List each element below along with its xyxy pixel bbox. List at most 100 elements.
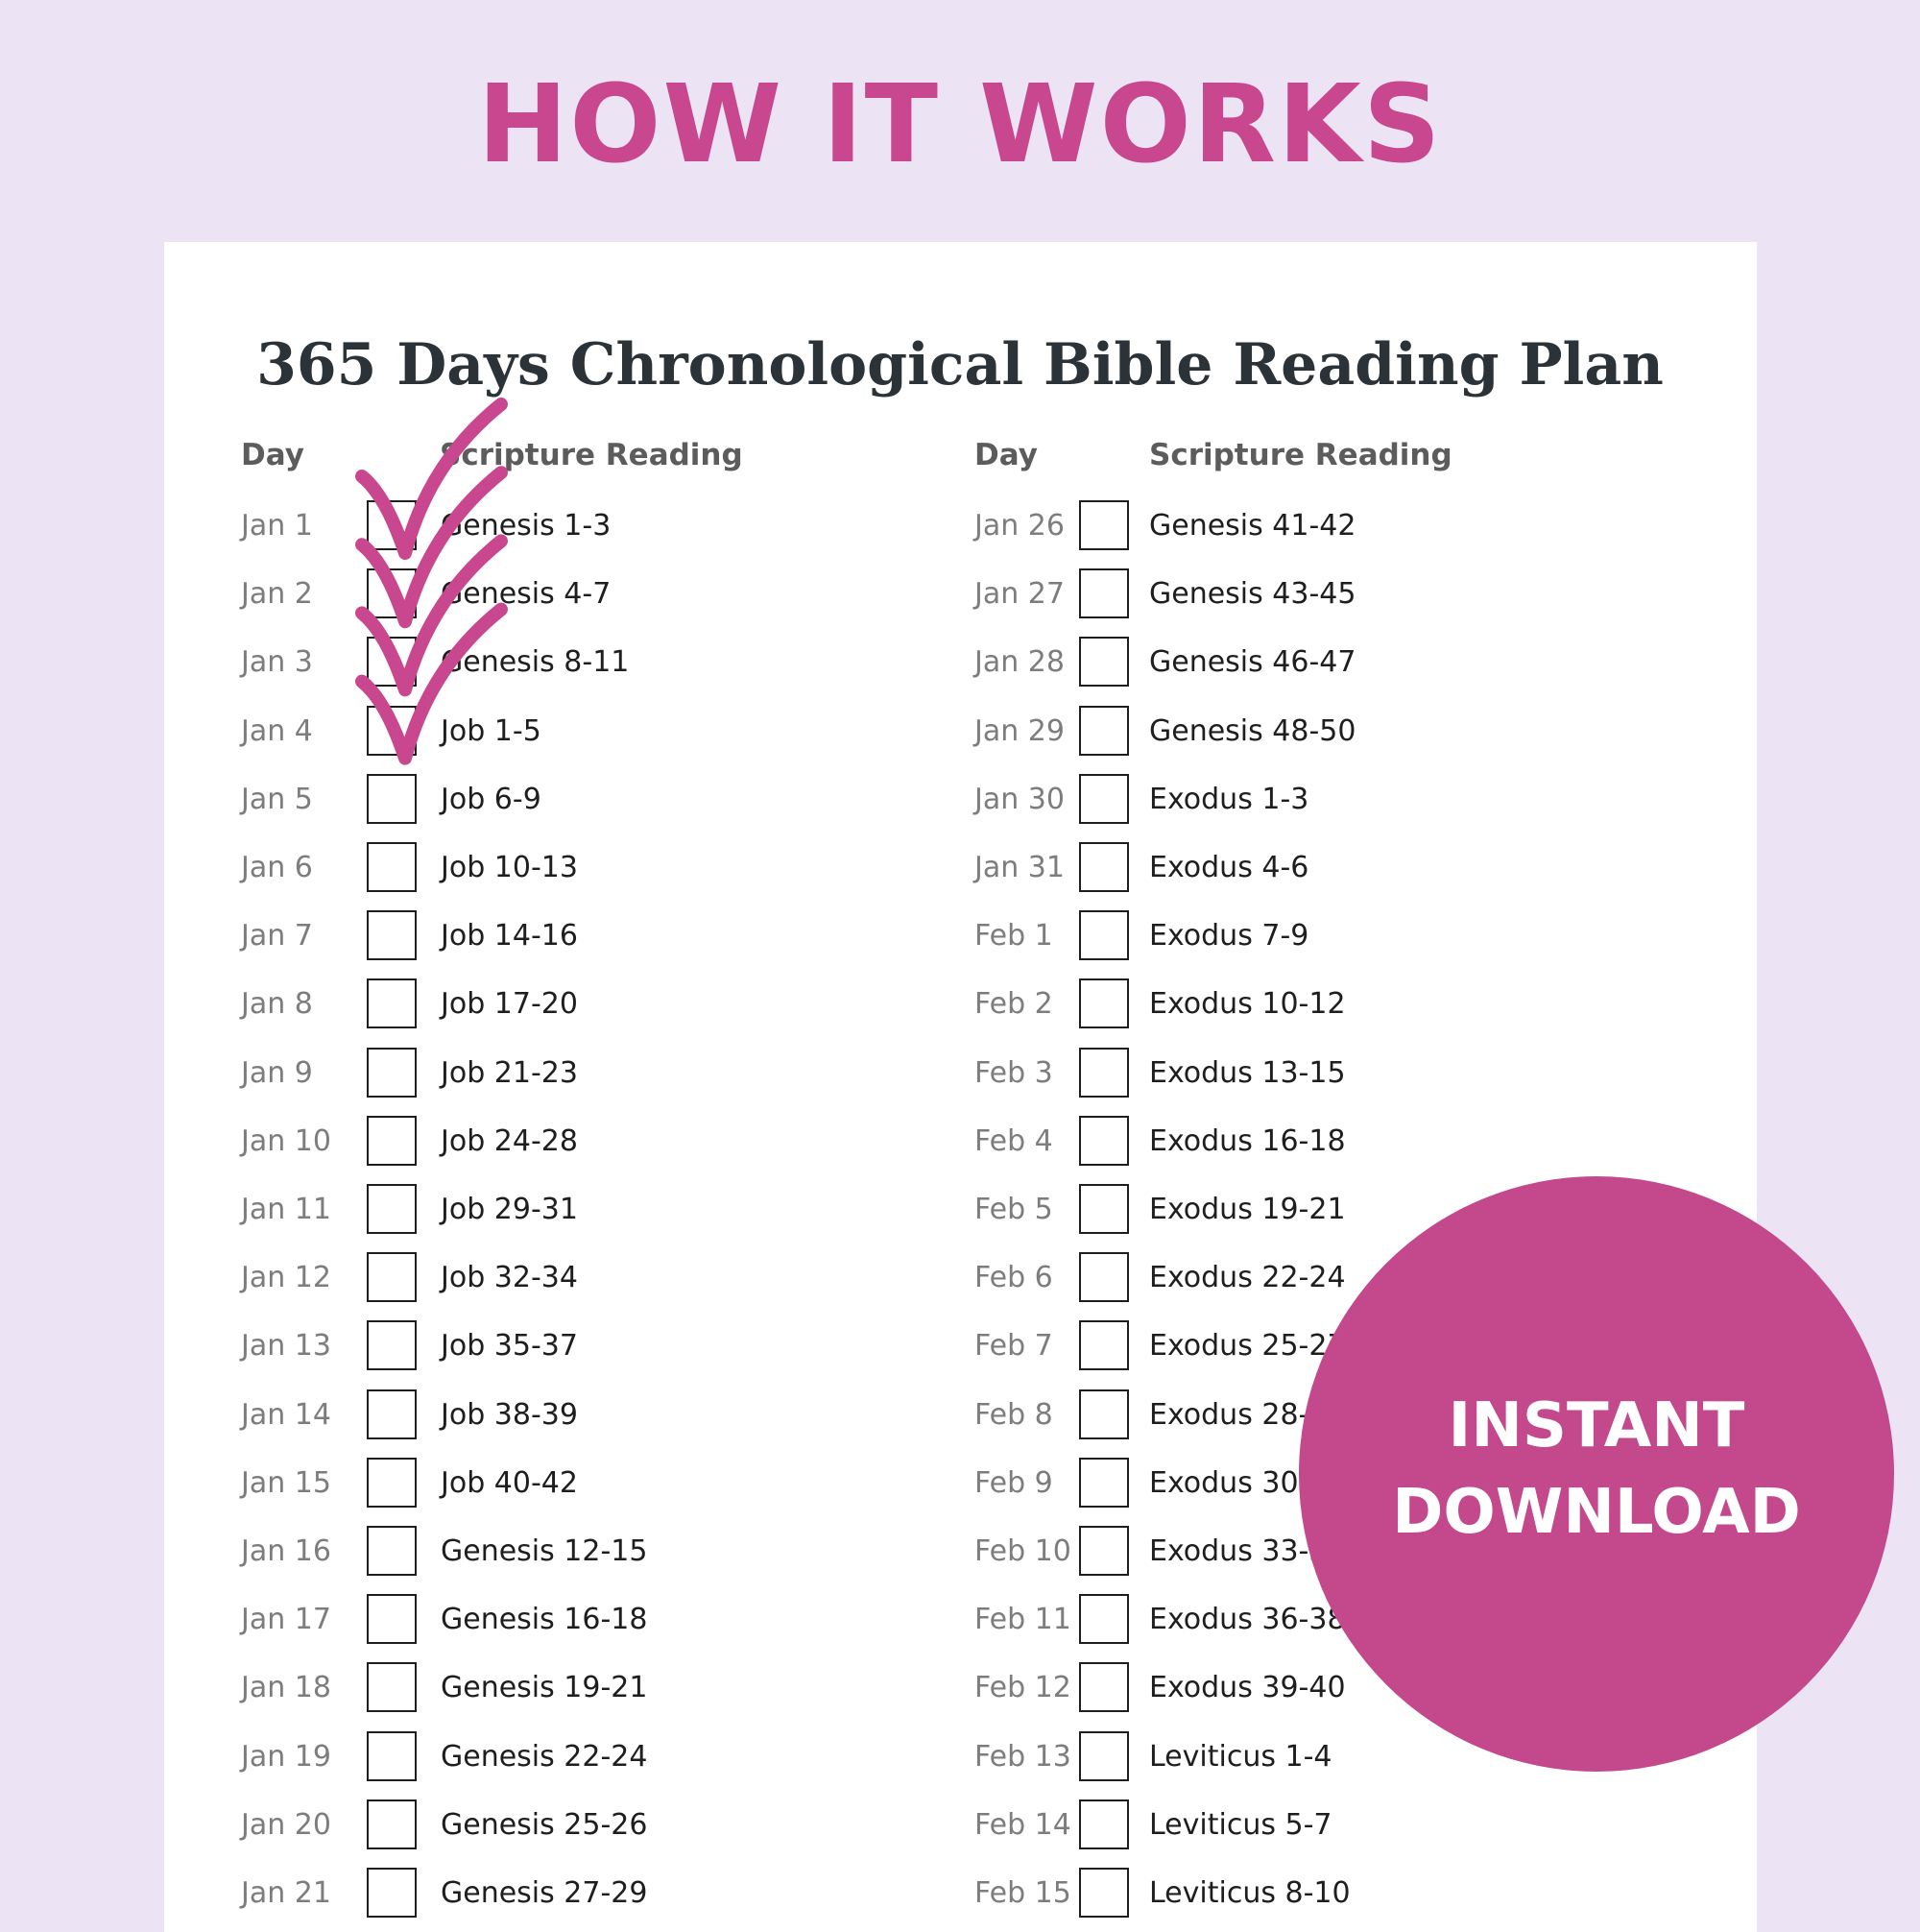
reading-checkbox[interactable] (1079, 637, 1129, 688)
scripture-reading: Job 35-37 (441, 1329, 578, 1364)
reading-checkbox[interactable] (1079, 1457, 1129, 1508)
day-label: Jan 28 (974, 645, 1065, 680)
reading-checkbox[interactable] (367, 842, 417, 892)
reading-checkbox[interactable] (367, 500, 417, 550)
scripture-reading: Job 1-5 (441, 713, 541, 748)
scripture-reading: Exodus 36-38 (1149, 1603, 1346, 1637)
day-label: Jan 20 (241, 1807, 331, 1842)
reading-checkbox[interactable] (1079, 1389, 1129, 1439)
scripture-reading: Genesis 41-42 (1149, 509, 1356, 543)
day-column-header: Day (241, 438, 304, 472)
day-label: Jan 13 (241, 1329, 331, 1364)
list-item: Jan 5 Job 6-9 (241, 765, 740, 833)
reading-checkbox[interactable] (367, 978, 417, 1029)
reading-checkbox[interactable] (1079, 1252, 1129, 1303)
reading-checkbox[interactable] (367, 1868, 417, 1918)
reading-checkbox[interactable] (367, 568, 417, 619)
reading-checkbox[interactable] (367, 1594, 417, 1645)
list-item: Feb 12 Exodus 39-40 (974, 1654, 1474, 1722)
scripture-reading: Exodus 16-18 (1149, 1123, 1346, 1158)
scripture-reading: Job 14-16 (441, 919, 578, 954)
day-label: Jan 1 (241, 509, 313, 543)
scripture-reading: Exodus 19-21 (1149, 1193, 1346, 1226)
reading-checkbox[interactable] (367, 1730, 417, 1781)
list-item: Jan 28 Genesis 46-47 (974, 628, 1474, 696)
day-label: Jan 2 (241, 577, 313, 612)
reading-checkbox[interactable] (367, 1526, 417, 1576)
reading-checkbox[interactable] (367, 1252, 417, 1303)
reading-checkbox[interactable] (1079, 500, 1129, 550)
reading-checkbox[interactable] (1079, 910, 1129, 961)
list-item: Jan 18 Genesis 19-21 (241, 1654, 740, 1722)
day-label: Jan 15 (241, 1465, 331, 1500)
reading-checkbox[interactable] (367, 910, 417, 961)
reading-checkbox[interactable] (1079, 1868, 1129, 1918)
reading-checkbox[interactable] (1079, 1799, 1129, 1849)
scripture-reading: Leviticus 5-7 (1149, 1807, 1332, 1842)
reading-checkbox[interactable] (1079, 1115, 1129, 1166)
reading-checkbox[interactable] (367, 1389, 417, 1439)
reading-checkbox[interactable] (1079, 773, 1129, 824)
list-item: Feb 15 Leviticus 8-10 (974, 1859, 1474, 1927)
reading-checkbox[interactable] (367, 773, 417, 824)
day-label: Feb 12 (974, 1671, 1071, 1705)
reading-checkbox[interactable] (1079, 568, 1129, 619)
list-item: Jan 12 Job 32-34 (241, 1244, 740, 1312)
list-item: Feb 3 Exodus 13-15 (974, 1039, 1474, 1107)
list-item: Jan 3 Genesis 8-11 (241, 628, 740, 696)
list-item: Jan 20 Genesis 25-26 (241, 1791, 740, 1859)
scripture-reading: Job 17-20 (441, 987, 578, 1022)
scripture-reading: Genesis 19-21 (441, 1671, 648, 1705)
day-label: Jan 19 (241, 1739, 331, 1774)
list-item: Jan 10 Job 24-28 (241, 1107, 740, 1175)
scripture-reading: Exodus 25-27 (1149, 1329, 1346, 1364)
reading-checkbox[interactable] (1079, 978, 1129, 1029)
day-label: Feb 14 (974, 1807, 1071, 1842)
scripture-reading: Exodus 7-9 (1149, 919, 1309, 954)
reading-checkbox[interactable] (1079, 1730, 1129, 1781)
reading-checkbox[interactable] (367, 637, 417, 688)
list-item: Jan 4 Job 1-5 (241, 697, 740, 765)
list-item: Jan 15 Job 40-42 (241, 1449, 740, 1517)
list-item: Jan 16 Genesis 12-15 (241, 1517, 740, 1585)
scripture-reading: Exodus 4-6 (1149, 851, 1309, 884)
day-label: Feb 5 (974, 1193, 1053, 1226)
day-label: Feb 10 (974, 1534, 1071, 1568)
reading-checkbox[interactable] (1079, 842, 1129, 892)
day-label: Feb 7 (974, 1329, 1053, 1364)
reading-checkbox[interactable] (367, 1662, 417, 1713)
reading-checkbox[interactable] (1079, 1320, 1129, 1371)
day-label: Feb 6 (974, 1261, 1053, 1295)
reading-checkbox[interactable] (367, 1320, 417, 1371)
reading-checkbox[interactable] (367, 1115, 417, 1166)
day-label: Jan 29 (974, 713, 1065, 748)
reading-checkbox[interactable] (1079, 705, 1129, 756)
reading-checkbox[interactable] (367, 705, 417, 756)
scripture-reading: Job 24-28 (441, 1123, 578, 1158)
day-label: Feb 3 (974, 1055, 1053, 1090)
reading-checkbox[interactable] (367, 1799, 417, 1849)
day-label: Jan 17 (241, 1603, 331, 1637)
reading-checkbox[interactable] (1079, 1526, 1129, 1576)
reading-checkbox[interactable] (1079, 1047, 1129, 1098)
list-item: Jan 26 Genesis 41-42 (974, 492, 1474, 560)
day-label: Feb 2 (974, 987, 1053, 1022)
scripture-reading: Genesis 16-18 (441, 1603, 648, 1637)
reading-checkbox[interactable] (367, 1184, 417, 1234)
reading-checkbox[interactable] (1079, 1594, 1129, 1645)
badge-text: INSTANT DOWNLOAD (1299, 1383, 1894, 1556)
reading-checkbox[interactable] (1079, 1662, 1129, 1713)
plan-title: 365 Days Chronological Bible Reading Pla… (256, 331, 1664, 398)
reading-checkbox[interactable] (367, 1457, 417, 1508)
day-label: Jan 14 (241, 1397, 331, 1432)
scripture-reading: Job 32-34 (441, 1261, 578, 1295)
reading-checkbox[interactable] (367, 1047, 417, 1098)
list-item: Jan 9 Job 21-23 (241, 1039, 740, 1107)
scripture-reading: Job 21-23 (441, 1055, 578, 1090)
reading-checkbox[interactable] (1079, 1184, 1129, 1234)
badge-line-instant: INSTANT (1448, 1390, 1745, 1461)
list-item: Jan 14 Job 38-39 (241, 1381, 740, 1449)
list-item: Jan 6 Job 10-13 (241, 833, 740, 902)
scripture-reading: Genesis 48-50 (1149, 713, 1356, 748)
headline: HOW IT WORKS (477, 62, 1443, 187)
